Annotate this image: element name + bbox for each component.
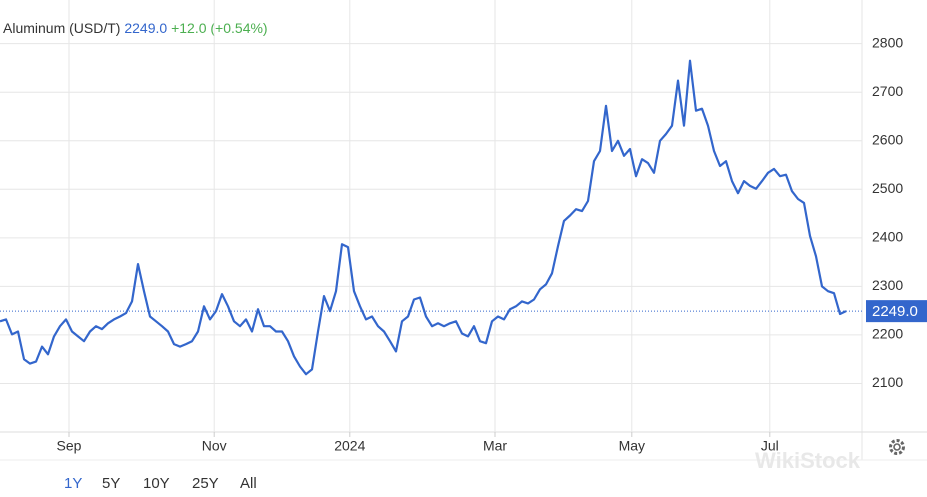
watermark: WikiStock xyxy=(755,448,861,473)
x-tick-label: Mar xyxy=(483,438,507,454)
y-tick-label: 2100 xyxy=(872,374,903,390)
x-tick-label: Nov xyxy=(202,438,227,454)
price-badge xyxy=(866,300,927,323)
chart-title: Aluminum (USD/T) 2249.0 +12.0 (+0.54%) xyxy=(3,20,268,36)
y-tick-label: 2500 xyxy=(872,180,903,196)
y-tick-label: 2200 xyxy=(872,326,903,342)
price-badge-label: 2249.0 xyxy=(872,303,918,320)
y-tick-label: 2300 xyxy=(872,277,903,293)
range-button[interactable]: 25Y xyxy=(192,475,219,492)
range-button[interactable]: All xyxy=(240,475,257,492)
x-tick-label: Sep xyxy=(57,438,82,454)
y-tick-label: 2400 xyxy=(872,229,903,245)
x-tick-label: Jul xyxy=(761,438,779,454)
range-button[interactable]: 1Y xyxy=(64,475,82,492)
x-tick-label: 2024 xyxy=(334,438,365,454)
price: 2249.0 xyxy=(124,20,167,36)
range-button[interactable]: 5Y xyxy=(102,475,120,492)
x-tick-label: May xyxy=(619,438,645,454)
price-line xyxy=(0,59,847,376)
y-tick-label: 2600 xyxy=(872,131,903,147)
plot xyxy=(0,0,862,432)
gear-teeth xyxy=(889,439,905,455)
settings-icon[interactable] xyxy=(889,439,905,455)
y-tick-label: 2700 xyxy=(872,83,903,99)
gear-hub xyxy=(893,443,901,451)
title: Aluminum (USD/T) xyxy=(3,20,120,36)
y-tick-label: 2800 xyxy=(872,34,903,50)
range-button[interactable]: 10Y xyxy=(143,475,170,492)
change: +12.0 (+0.54%) xyxy=(171,20,268,36)
